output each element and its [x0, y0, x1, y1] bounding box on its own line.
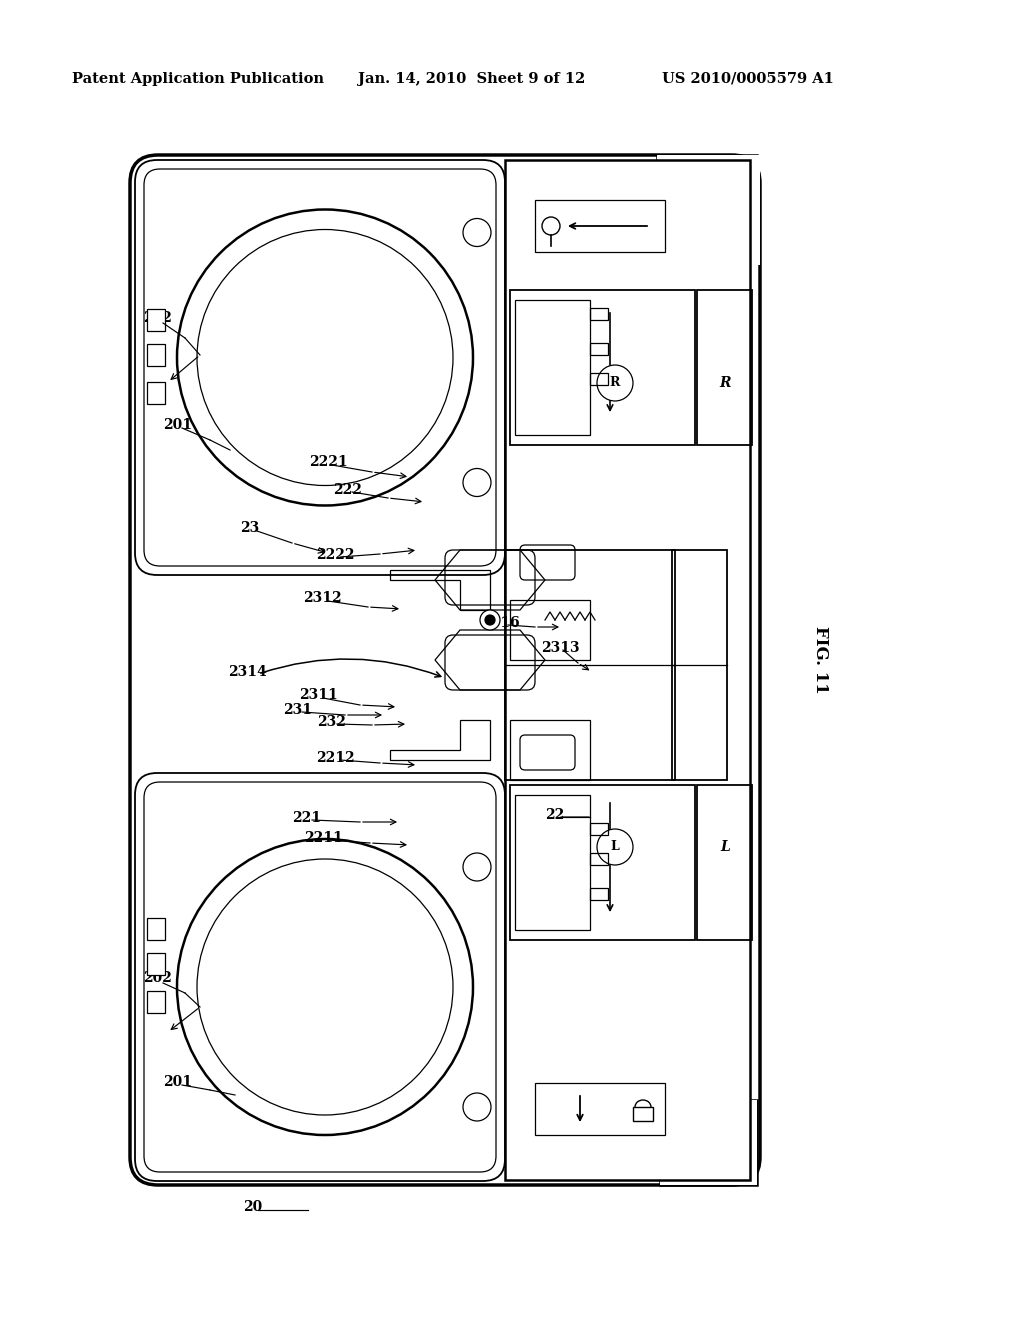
Text: 222: 222 — [334, 483, 362, 498]
Text: 2311: 2311 — [299, 688, 337, 702]
Text: R: R — [610, 376, 621, 389]
Bar — [510, 601, 590, 660]
Circle shape — [485, 615, 495, 624]
Text: 2312: 2312 — [303, 591, 341, 605]
Bar — [590, 308, 608, 319]
Polygon shape — [657, 154, 757, 265]
Text: FIG. 11: FIG. 11 — [811, 626, 828, 694]
Bar — [590, 374, 608, 385]
Bar — [515, 795, 590, 931]
Bar — [590, 888, 608, 900]
Bar — [535, 201, 665, 252]
Polygon shape — [660, 1100, 757, 1185]
Text: 20: 20 — [244, 1200, 262, 1214]
Bar — [633, 1107, 653, 1121]
Text: 232: 232 — [317, 715, 346, 729]
Bar — [505, 160, 750, 1180]
Bar — [147, 309, 165, 330]
Bar — [590, 822, 608, 836]
Text: 2316: 2316 — [480, 616, 519, 630]
Bar — [590, 853, 608, 865]
Circle shape — [480, 610, 500, 630]
Text: 22: 22 — [546, 808, 564, 822]
Text: R: R — [719, 376, 731, 389]
Bar — [147, 381, 165, 404]
Bar — [535, 1082, 665, 1135]
Bar — [147, 917, 165, 940]
Text: 2221: 2221 — [308, 455, 347, 469]
Text: 2314: 2314 — [227, 665, 266, 678]
Text: 221: 221 — [293, 810, 322, 825]
Bar — [147, 991, 165, 1012]
Bar — [657, 154, 760, 265]
Text: 2211: 2211 — [304, 832, 342, 845]
Circle shape — [597, 829, 633, 865]
Text: 23: 23 — [241, 521, 260, 535]
Bar — [697, 290, 752, 445]
Text: 231: 231 — [284, 704, 312, 717]
Text: 2313: 2313 — [541, 642, 580, 655]
Bar — [147, 343, 165, 366]
Bar — [510, 290, 695, 445]
Text: US 2010/0005579 A1: US 2010/0005579 A1 — [662, 73, 834, 86]
FancyBboxPatch shape — [135, 160, 505, 576]
Text: 2222: 2222 — [315, 548, 354, 562]
Text: Jan. 14, 2010  Sheet 9 of 12: Jan. 14, 2010 Sheet 9 of 12 — [358, 73, 586, 86]
Bar — [505, 550, 675, 780]
Bar — [590, 343, 608, 355]
Text: 202: 202 — [142, 972, 171, 985]
Bar — [697, 785, 752, 940]
FancyBboxPatch shape — [130, 154, 760, 1185]
Bar — [672, 550, 727, 780]
Text: 2212: 2212 — [315, 751, 354, 766]
Bar — [510, 785, 695, 940]
Circle shape — [597, 366, 633, 401]
Text: L: L — [720, 840, 730, 854]
Text: 201: 201 — [164, 418, 193, 432]
Bar — [515, 300, 590, 436]
Bar — [510, 719, 590, 780]
Text: L: L — [610, 841, 620, 854]
Text: 201: 201 — [164, 1074, 193, 1089]
Bar — [660, 1100, 757, 1185]
Text: 202: 202 — [142, 312, 171, 325]
FancyBboxPatch shape — [135, 774, 505, 1181]
Text: Patent Application Publication: Patent Application Publication — [72, 73, 324, 86]
Bar — [147, 953, 165, 975]
